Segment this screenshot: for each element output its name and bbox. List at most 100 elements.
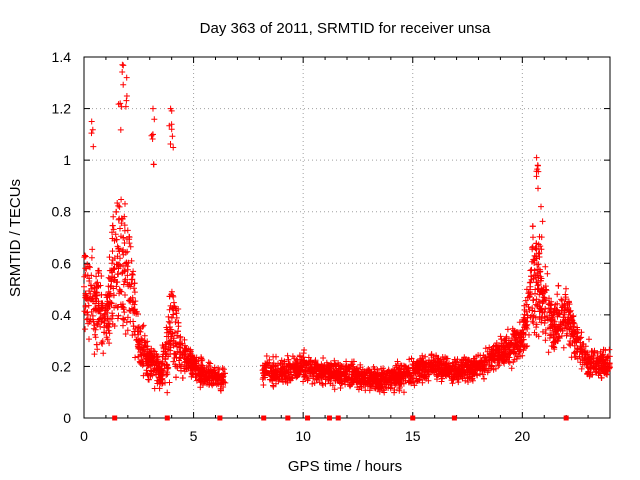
data-point (88, 272, 95, 279)
data-point (526, 331, 532, 338)
data-point (118, 303, 125, 310)
data-point (383, 379, 390, 386)
data-point (497, 333, 504, 340)
data-point (536, 269, 543, 275)
peak-point (170, 144, 177, 151)
data-point (333, 363, 340, 370)
data-point (526, 294, 533, 301)
data-point (259, 376, 266, 383)
data-point (434, 363, 441, 370)
data-point (82, 253, 89, 260)
data-point (192, 374, 199, 381)
data-point (578, 329, 585, 336)
data-point (348, 362, 354, 369)
data-point (166, 306, 173, 313)
data-point (406, 379, 412, 386)
peak-point (535, 162, 541, 169)
data-point (209, 368, 216, 375)
peak-point (123, 97, 130, 104)
peak-point (539, 218, 546, 225)
data-point (110, 292, 117, 299)
x-tick-label: 20 (515, 428, 531, 444)
data-point (322, 369, 329, 376)
data-point (338, 363, 345, 369)
data-point (117, 225, 123, 232)
data-point (108, 300, 115, 307)
data-point (490, 343, 497, 350)
data-point (290, 365, 297, 372)
data-point (459, 375, 466, 382)
data-point (483, 354, 489, 361)
data-point (294, 357, 301, 364)
data-point (166, 293, 173, 300)
data-point (145, 376, 152, 383)
data-point (199, 356, 206, 363)
data-point (489, 352, 495, 359)
data-point (466, 370, 473, 376)
data-point (520, 336, 527, 343)
data-point (289, 364, 296, 371)
data-point (337, 385, 344, 391)
data-point (500, 350, 507, 357)
data-point (275, 360, 281, 367)
data-point (285, 356, 292, 363)
data-point (584, 360, 591, 367)
peak-point (118, 103, 125, 110)
data-point (153, 371, 159, 378)
data-point (127, 308, 134, 314)
data-point (95, 302, 102, 309)
data-point (397, 376, 404, 383)
data-point (422, 353, 429, 360)
data-point (446, 368, 453, 374)
data-point (434, 358, 441, 365)
data-point (512, 342, 519, 349)
data-point (525, 304, 532, 310)
data-point (564, 316, 571, 323)
peak-point (535, 185, 541, 192)
data-points (81, 61, 613, 396)
data-point (385, 367, 392, 374)
data-point (163, 371, 170, 378)
data-point (535, 250, 542, 257)
data-point (373, 383, 380, 390)
data-point (133, 337, 140, 344)
data-point (296, 368, 303, 375)
data-point (91, 322, 98, 329)
data-point (100, 350, 107, 357)
data-point (410, 377, 417, 383)
data-point (308, 366, 315, 373)
data-point (115, 312, 122, 319)
data-point (219, 376, 226, 383)
data-point (81, 273, 88, 280)
data-point (332, 362, 339, 369)
data-point (425, 360, 432, 366)
data-point (190, 357, 197, 364)
data-point (538, 315, 545, 322)
data-point (106, 254, 113, 261)
data-point (562, 302, 569, 309)
data-point (182, 346, 189, 353)
data-point (168, 288, 175, 295)
data-point (556, 311, 563, 318)
data-point (293, 356, 300, 363)
data-point (104, 336, 111, 343)
data-point (116, 261, 123, 268)
data-point (598, 364, 605, 371)
data-point (315, 364, 322, 371)
peak-point (123, 93, 130, 99)
data-point (529, 246, 536, 253)
data-point (406, 356, 413, 363)
data-point (142, 339, 149, 346)
x-tick-label: 0 (80, 428, 88, 444)
data-point (124, 272, 131, 279)
data-point (81, 308, 88, 315)
data-point (462, 361, 469, 368)
data-point (546, 309, 553, 316)
data-point (93, 273, 100, 280)
peak-point (90, 143, 97, 150)
y-tick-label: 0.4 (52, 307, 72, 323)
data-point (170, 305, 177, 312)
data-point (281, 373, 288, 380)
data-point (81, 283, 87, 290)
data-point (520, 347, 527, 354)
